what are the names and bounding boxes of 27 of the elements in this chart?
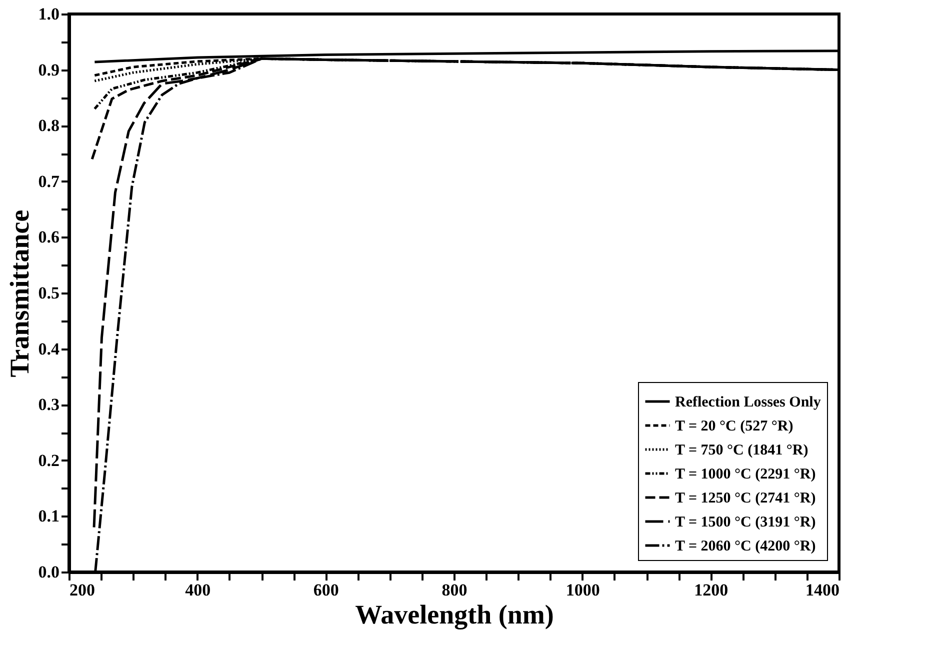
y-tick-label: 0.7 <box>38 172 60 191</box>
legend-label: T = 1500 °C (3191 °R) <box>675 514 816 530</box>
x-tick-label: 600 <box>313 580 339 600</box>
y-tick-label: 0.8 <box>38 116 60 136</box>
x-tick-label: 400 <box>185 580 211 600</box>
y-tick-label: 0.2 <box>38 450 60 470</box>
x-axis-title: Wavelength (nm) <box>355 600 554 630</box>
legend-label: Reflection Losses Only <box>675 394 822 410</box>
y-tick-label: 0.1 <box>38 506 60 526</box>
y-tick-label: 0.0 <box>38 562 60 582</box>
legend-label: T = 750 °C (1841 °R) <box>675 442 808 458</box>
legend-label: T = 20 °C (527 °R) <box>675 418 794 434</box>
x-tick-label: 1400 <box>806 580 840 600</box>
x-tick-label: 800 <box>442 580 468 600</box>
y-tick-label: 0.4 <box>38 339 60 358</box>
legend-label: T = 1000 °C (2291 °R) <box>675 466 816 482</box>
y-axis-title: Transmittance <box>4 210 34 378</box>
x-tick-label: 1200 <box>694 580 728 600</box>
y-tick-label: 0.3 <box>38 395 60 414</box>
x-tick-label: 1000 <box>566 580 600 600</box>
y-tick-label: 0.5 <box>38 284 60 302</box>
legend-label: T = 1250 °C (2741 °R) <box>675 490 816 506</box>
x-tick-label: 200 <box>70 580 95 600</box>
y-tick-label: 0.6 <box>38 228 60 247</box>
y-tick-label: 1.0 <box>38 4 60 24</box>
y-tick-label: 0.9 <box>38 60 60 80</box>
legend-label: T = 2060 °C (4200 °R) <box>675 538 816 554</box>
